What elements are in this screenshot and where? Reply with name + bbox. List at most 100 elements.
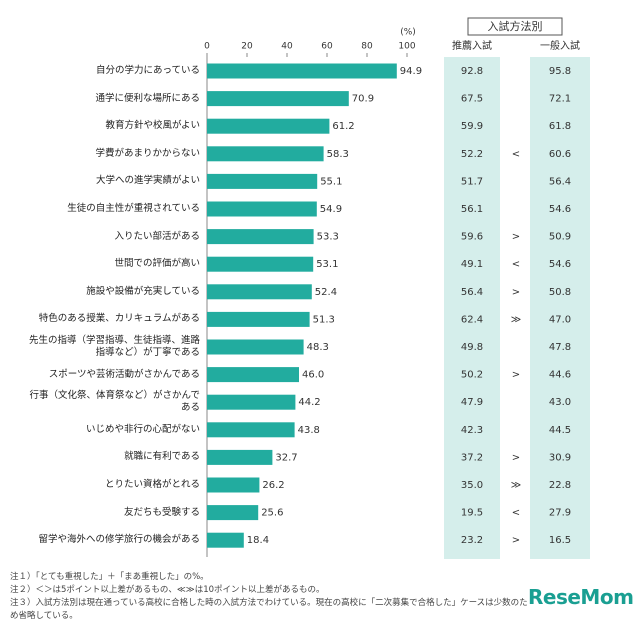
general-value: 61.8 [549,121,571,132]
recommend-value: 92.8 [461,66,483,77]
value-label: 70.9 [352,94,374,105]
value-label: 44.2 [298,397,320,408]
value-label: 52.4 [315,287,337,298]
bar [207,284,312,300]
notes: 注１）「とても重視した」＋「まあ重視した」の%。 注２）＜＞は5ポイント以上差があ… [10,571,530,619]
category-label: 友だちも受験する [123,506,200,518]
bar [207,63,397,79]
category-label: 先生の指導（学習指導、生徒指導、進路指導など）が丁寧である [28,335,200,358]
category-label: 生徒の自主性が重視されている [67,203,200,214]
x-tick-label: 60 [321,42,333,52]
column-header: 推薦入試 [452,39,492,52]
bar [207,256,314,272]
category-label: 教育方針や校風がよい [105,120,200,132]
category-label: スポーツや芸術活動がさかんである [48,368,200,380]
value-label: 58.3 [327,149,349,160]
recommend-value: 59.6 [461,232,483,243]
bar [207,311,310,327]
comparison: > [512,452,520,463]
recommend-value: 37.2 [461,452,483,463]
recommend-value: 19.5 [461,508,483,519]
x-tick-label: 100 [398,42,415,52]
category-label: 通学に便利な場所にある [95,92,200,104]
comparison: < [512,259,520,270]
recommend-value: 49.1 [461,259,483,270]
category-label: 学費があまりかからない [95,147,200,159]
general-value: 47.0 [549,314,571,325]
table-title-box [467,17,563,36]
general-value: 30.9 [549,452,571,463]
category-label: 特色のある授業、カリキュラムがある [38,313,200,325]
category-label: 世間での評価が高い [114,258,200,270]
bar [207,449,273,465]
category-label: とりたい資格がとれる [104,479,200,490]
recommend-value: 49.8 [461,342,483,353]
recommend-value: 51.7 [461,176,483,187]
value-label: 54.9 [320,204,342,215]
value-label: 18.4 [247,535,269,546]
recommend-value: 42.3 [461,425,483,436]
general-panel [530,57,590,559]
value-label: 26.2 [262,480,284,491]
bar [207,229,314,245]
bar [207,505,259,521]
bar [207,477,260,493]
category-label: 留学や海外への修学旅行の機会がある [38,534,200,546]
recommend-value: 67.5 [461,94,483,105]
bar [207,173,318,189]
bar [207,201,317,217]
bar [207,339,304,355]
general-value: 44.6 [549,370,571,381]
comparison: < [512,508,520,519]
x-tick-label: 40 [281,42,293,52]
general-value: 47.8 [549,342,571,353]
general-value: 22.8 [549,480,571,491]
table-title: 入試方法別 [488,19,543,33]
recommend-value: 62.4 [461,314,483,325]
value-label: 46.0 [302,370,324,381]
category-label: 施設や設備が充実している [86,285,200,297]
bar [207,532,244,548]
recommend-value: 59.9 [461,121,483,132]
category-label: 自分の学力にあっている [95,65,200,76]
category-label: 入りたい部活がある [114,230,200,242]
general-value: 60.6 [549,149,571,160]
value-label: 55.1 [320,176,342,187]
value-label: 48.3 [307,342,329,353]
comparison: > [512,287,520,298]
column-header: 一般入試 [540,39,580,52]
category-label: いじめや非行の心配がない [85,423,200,435]
note: 注３）入試方法別は現在通っている高校に合格した時の入試方法でわけている。現在の高… [10,598,528,619]
general-value: 50.8 [549,287,571,298]
general-value: 54.6 [549,204,571,215]
general-value: 54.6 [549,259,571,270]
bar [207,91,349,107]
recommend-value: 52.2 [461,149,483,160]
comparison: < [512,149,520,160]
bar [207,367,299,383]
bar [207,118,330,134]
recommend-value: 35.0 [461,480,483,491]
recommend-value: 56.1 [461,204,483,215]
general-value: 50.9 [549,232,571,243]
recommend-value: 47.9 [461,397,483,408]
x-tick-label: 0 [204,42,210,52]
general-value: 43.0 [549,397,571,408]
unit-label: (%) [400,28,416,38]
category-label: 大学への進学実績がよい [95,175,200,187]
value-label: 25.6 [261,508,283,519]
value-label: 53.3 [317,232,339,243]
logo: ReseMom [528,585,634,609]
value-label: 94.9 [400,66,422,77]
comparison: > [512,370,520,381]
category-label: 就職に有利である [124,451,200,463]
value-label: 51.3 [313,314,335,325]
value-label: 61.2 [332,121,354,132]
general-value: 44.5 [549,425,571,436]
bar [207,394,296,410]
value-label: 32.7 [275,452,297,463]
recommend-panel [444,57,500,559]
general-value: 16.5 [549,535,571,546]
recommend-value: 23.2 [461,535,483,546]
